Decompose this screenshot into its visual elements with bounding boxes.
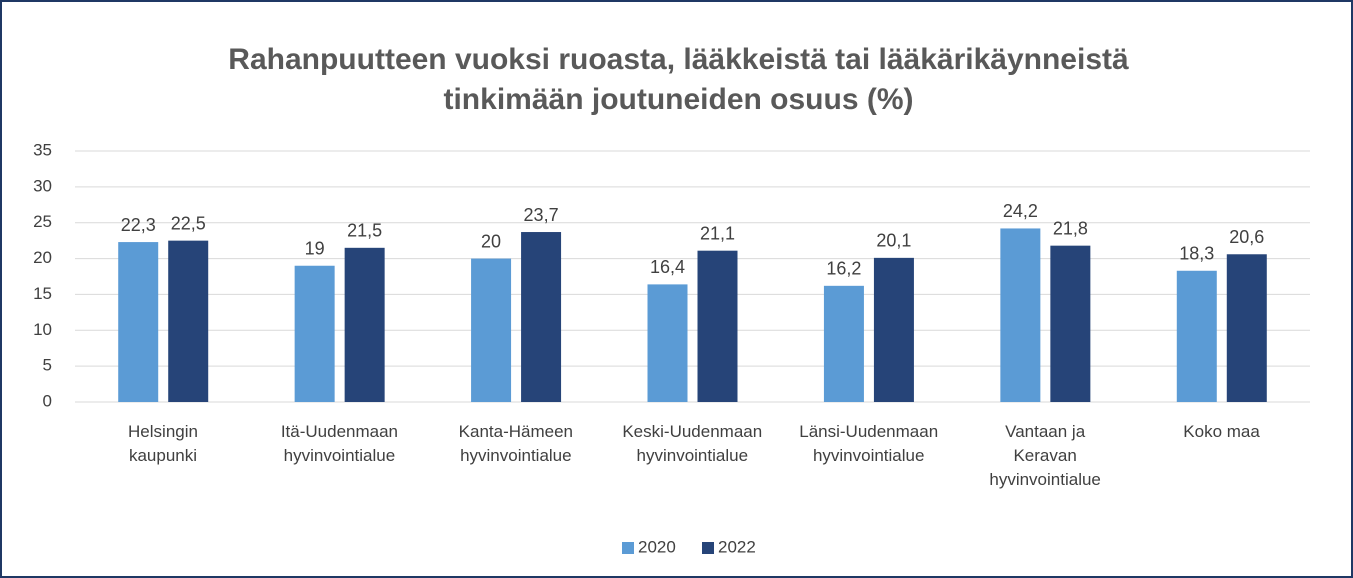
data-label: 16,2 (826, 259, 861, 279)
data-label: 23,7 (524, 205, 559, 225)
data-label: 24,2 (1003, 201, 1038, 221)
legend-label: 2020 (638, 537, 676, 556)
data-label: 19 (305, 238, 325, 258)
bar (1226, 254, 1267, 402)
data-label: 21,5 (347, 221, 382, 241)
y-tick-label: 35 (33, 140, 52, 159)
chart-title: Rahanpuutteen vuoksi ruoasta, lääkkeistä… (228, 43, 1129, 116)
x-tick-label: Itä-Uudenmaan hyvinvointialue (280, 422, 399, 465)
data-label: 20,1 (876, 231, 911, 251)
x-tick-label: Keski-Uudenmaan hyvinvointialue (622, 422, 763, 465)
bar (647, 284, 688, 402)
bar (118, 242, 159, 402)
data-label: 21,1 (700, 223, 735, 243)
x-tick-label: Helsingin kaupunki (128, 422, 198, 465)
legend-swatch (702, 542, 714, 554)
bar (521, 232, 562, 402)
data-label: 22,3 (121, 215, 156, 235)
bar (344, 247, 385, 402)
data-label: 22,5 (171, 213, 206, 233)
bar (471, 258, 512, 402)
bar (1000, 228, 1041, 402)
y-tick-label: 20 (33, 248, 52, 267)
data-label: 20,6 (1229, 227, 1264, 247)
data-label: 21,8 (1053, 218, 1088, 238)
x-tick-label: Länsi-Uudenmaan hyvinvointialue (799, 422, 939, 465)
legend-swatch (622, 542, 634, 554)
data-label: 18,3 (1179, 244, 1214, 264)
x-tick-label: Koko maa (1183, 422, 1260, 441)
bar (294, 265, 335, 402)
y-tick-label: 10 (33, 320, 52, 339)
y-tick-label: 25 (33, 212, 52, 231)
y-tick-label: 0 (43, 391, 52, 410)
x-tick-label: Vantaan ja Keravan hyvinvointialue (989, 422, 1101, 489)
bar (1050, 245, 1091, 402)
y-tick-label: 30 (33, 176, 52, 195)
legend-label: 2022 (718, 537, 756, 556)
bar (1176, 270, 1217, 402)
y-tick-label: 5 (43, 356, 52, 375)
bar (873, 257, 914, 402)
bar (697, 250, 738, 402)
y-tick-label: 15 (33, 284, 52, 303)
bar (168, 240, 209, 402)
data-label: 16,4 (650, 257, 685, 277)
bar (823, 285, 864, 402)
data-label: 20 (481, 231, 501, 251)
x-tick-label: Kanta-Hämeen hyvinvointialue (458, 422, 574, 465)
